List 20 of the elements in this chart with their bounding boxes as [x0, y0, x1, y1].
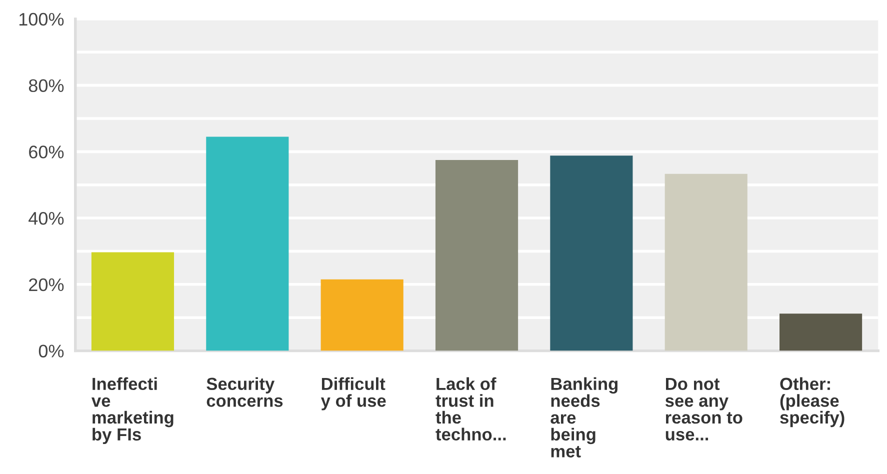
x-tick-label: Do not see any reason to use...	[665, 378, 742, 440]
bar	[320, 279, 404, 351]
x-tick-label: Banking needs are being met	[550, 377, 618, 458]
y-tick-label: 0%	[38, 344, 64, 358]
y-tick-label: 80%	[28, 79, 64, 92]
bar	[780, 314, 862, 351]
x-tick-label: Other: (please specify)	[780, 377, 844, 428]
bar	[206, 136, 289, 351]
y-tick-label: 100%	[19, 12, 64, 26]
x-tick-label: Difficult y of use	[320, 377, 386, 410]
x-tick-label: Security concerns	[206, 377, 283, 407]
x-tick-label: Ineffecti ve marketing by FIs	[92, 377, 174, 444]
y-tick-label: 60%	[29, 146, 64, 158]
y-tick-label: 20%	[29, 278, 64, 292]
bar	[550, 156, 633, 351]
x-tick-label: Lack of trust in the techno...	[436, 377, 506, 440]
bar	[91, 252, 174, 351]
y-tick-label: 40%	[28, 212, 64, 225]
bar	[435, 160, 518, 351]
bar	[664, 174, 748, 351]
